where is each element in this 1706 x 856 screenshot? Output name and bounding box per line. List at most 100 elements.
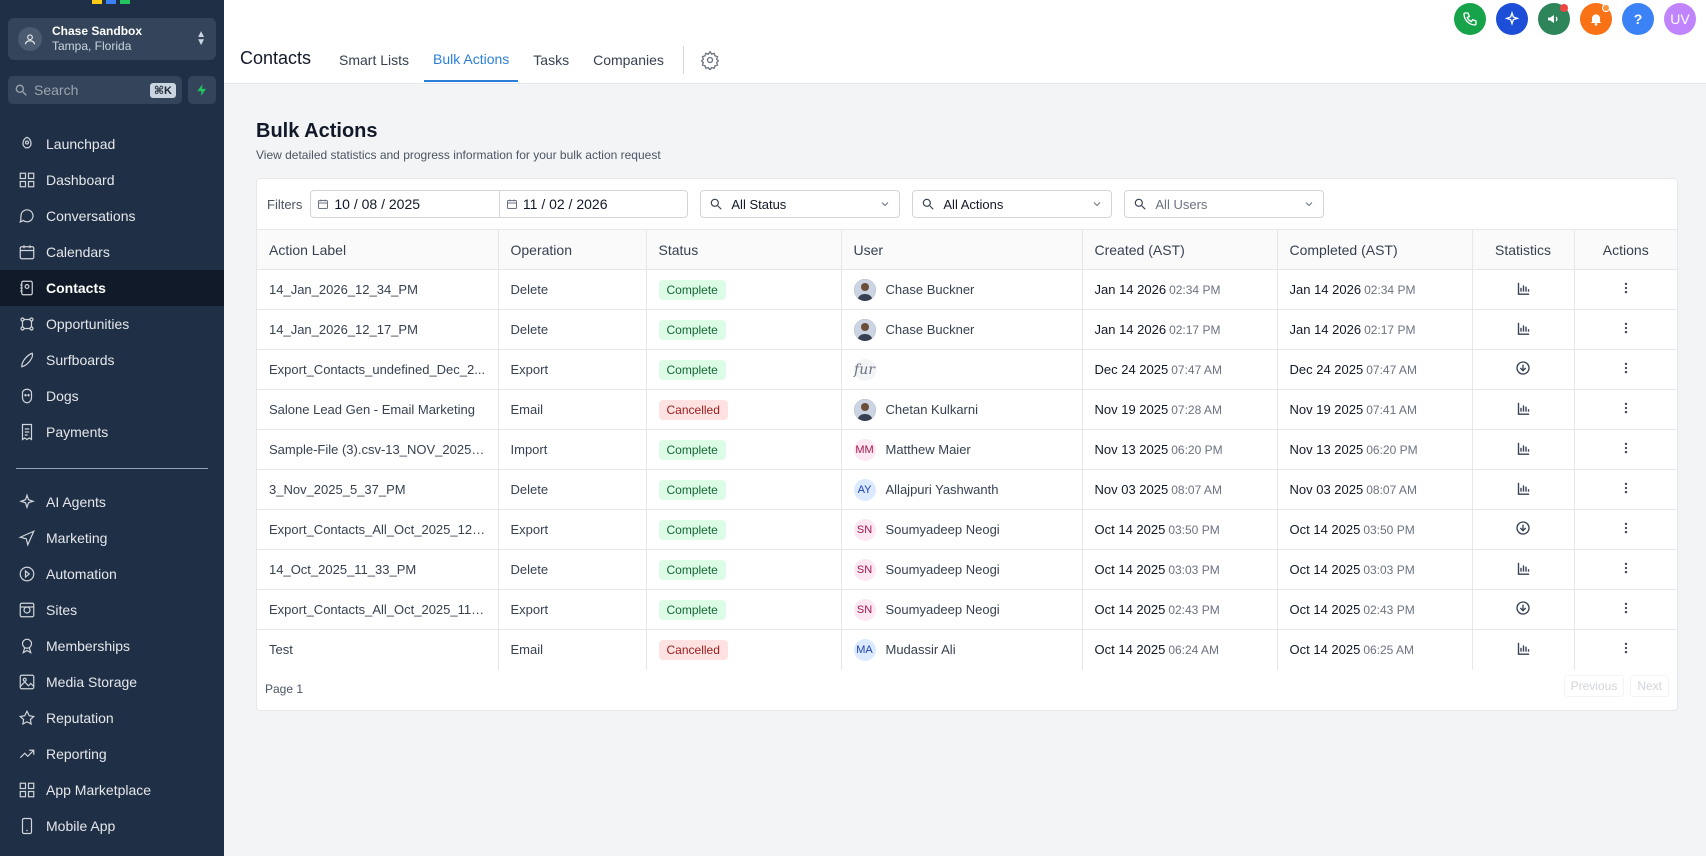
- table-row[interactable]: 14_Jan_2026_12_34_PM Delete Complete Chase …: [257, 269, 1677, 310]
- statistics-button[interactable]: [1472, 309, 1575, 350]
- sidebar-item-surfboards[interactable]: Surfboards: [0, 342, 224, 378]
- search-icon: [923, 198, 935, 210]
- row-actions-button[interactable]: [1574, 629, 1677, 670]
- status-badge: Complete: [658, 279, 726, 300]
- image-icon: [18, 673, 36, 691]
- contacts-icon: [18, 279, 36, 297]
- completed-date: Jan 14 2026: [1289, 282, 1362, 297]
- star-icon: [18, 709, 36, 727]
- sidebar-item-label: Reporting: [46, 746, 107, 762]
- row-actions-button[interactable]: [1574, 469, 1677, 510]
- sidebar-item-reputation[interactable]: Reputation: [0, 700, 224, 736]
- sidebar-item-dashboard[interactable]: Dashboard: [0, 162, 224, 198]
- table-row[interactable]: Sample-File (3).csv-13_NOV_2025_... Impor…: [257, 429, 1677, 470]
- statistics-button[interactable]: [1472, 269, 1575, 310]
- status-badge: Complete: [658, 359, 726, 380]
- completed-time: 03:50 PM: [1363, 523, 1415, 537]
- sidebar-item-sites[interactable]: Sites: [0, 592, 224, 628]
- table-row[interactable]: Salone Lead Gen - Email Marketing Email Ca…: [257, 389, 1677, 430]
- funnel-icon: [18, 315, 36, 333]
- sidebar-item-opportunities[interactable]: Opportunities: [0, 306, 224, 342]
- statistics-button[interactable]: [1472, 469, 1575, 510]
- row-actions-button[interactable]: [1574, 509, 1677, 550]
- user-name: Soumyadeep Neogi: [885, 522, 1000, 537]
- sidebar-item-contacts[interactable]: Contacts: [0, 270, 224, 306]
- sidebar-item-payments[interactable]: Payments: [0, 414, 224, 450]
- previous-page-button[interactable]: Previous: [1563, 675, 1625, 697]
- sidebar-item-calendars[interactable]: Calendars: [0, 234, 224, 270]
- sidebar-search[interactable]: Search ⌘K: [8, 76, 182, 104]
- actions-filter-select[interactable]: All Actions: [912, 190, 1113, 218]
- users-filter-value: All Users: [1155, 196, 1208, 212]
- sidebar-item-launchpad[interactable]: Launchpad: [0, 126, 224, 162]
- table-row[interactable]: 14_Jan_2026_12_17_PM Delete Complete Chase …: [257, 309, 1677, 350]
- statistics-button[interactable]: [1472, 589, 1575, 630]
- sparkle-icon: [18, 493, 36, 511]
- account-switcher[interactable]: Chase Sandbox Tampa, Florida ▲ ▼: [8, 18, 216, 60]
- sidebar-item-conversations[interactable]: Conversations: [0, 198, 224, 234]
- row-actions-button[interactable]: [1574, 389, 1677, 430]
- notifications-button[interactable]: [1580, 3, 1612, 35]
- user-photo-avatar: [853, 318, 876, 341]
- row-actions-button[interactable]: [1574, 589, 1677, 630]
- sidebar-item-marketing[interactable]: Marketing: [0, 520, 224, 556]
- cell-action-label: 14_Oct_2025_11_33_PM: [257, 549, 499, 590]
- created-time: 07:28 AM: [1171, 403, 1222, 417]
- sidebar-item-automation[interactable]: Automation: [0, 556, 224, 592]
- sidebar-nav-primary: Launchpad Dashboard Conversations Calendars…: [0, 126, 224, 450]
- row-actions-button[interactable]: [1574, 269, 1677, 310]
- cell-completed: Nov 03 2025 08:07 AM: [1277, 469, 1473, 510]
- completed-date: Oct 14 2025: [1289, 602, 1361, 617]
- receipt-icon: [18, 423, 36, 441]
- more-vertical-icon: [1624, 562, 1627, 574]
- date-to-input[interactable]: 11 / 02 / 2026: [498, 191, 688, 217]
- sidebar-item-app-marketplace[interactable]: App Marketplace: [0, 772, 224, 808]
- statistics-button[interactable]: [1472, 349, 1575, 390]
- row-actions-button[interactable]: [1574, 309, 1677, 350]
- sidebar-item-reporting[interactable]: Reporting: [0, 736, 224, 772]
- settings-button[interactable]: [700, 38, 720, 82]
- date-from-input[interactable]: 10 / 08 / 2025: [311, 191, 499, 217]
- table-row[interactable]: 14_Oct_2025_11_33_PM Delete Complete SN Soum…: [257, 549, 1677, 590]
- tab-smart-lists[interactable]: Smart Lists: [339, 52, 410, 68]
- tab-companies[interactable]: Companies: [593, 52, 664, 68]
- row-actions-button[interactable]: [1574, 349, 1677, 390]
- statistics-button[interactable]: [1472, 549, 1575, 590]
- sidebar-item-media-storage[interactable]: Media Storage: [0, 664, 224, 700]
- quick-action-button[interactable]: [188, 76, 216, 104]
- table-row[interactable]: Test Email Cancelled MA Mudassir Ali Oct 14 2…: [257, 629, 1677, 670]
- statistics-button[interactable]: [1472, 629, 1575, 670]
- users-filter-select[interactable]: All Users: [1124, 190, 1325, 218]
- row-actions-button[interactable]: [1574, 429, 1677, 470]
- table-row[interactable]: Export_Contacts_All_Oct_2025_11_1... Expo…: [257, 589, 1677, 630]
- row-actions-button[interactable]: [1574, 549, 1677, 590]
- table-row[interactable]: 3_Nov_2025_5_37_PM Delete Complete AY Allajp…: [257, 469, 1677, 510]
- sidebar: Chase Sandbox Tampa, Florida ▲ ▼ Search ⌘…: [0, 0, 224, 856]
- phone-button[interactable]: [1454, 3, 1486, 35]
- status-filter-select[interactable]: All Status: [700, 190, 901, 218]
- table-row[interactable]: Export_Contacts_undefined_Dec_2... Export…: [257, 349, 1677, 390]
- user-avatar[interactable]: UV: [1664, 3, 1696, 35]
- help-button[interactable]: ?: [1622, 3, 1654, 35]
- announcements-button[interactable]: [1538, 3, 1570, 35]
- user-logo-avatar: fur: [853, 358, 876, 381]
- globe-icon: [18, 601, 36, 619]
- tab-bulk-actions[interactable]: Bulk Actions: [424, 38, 519, 82]
- cell-operation: Export: [498, 509, 647, 550]
- status-badge: Complete: [658, 599, 726, 620]
- table-row[interactable]: Export_Contacts_All_Oct_2025_12_... Expor…: [257, 509, 1677, 550]
- date-range-picker[interactable]: 10 / 08 / 2025 11 / 02 / 2026: [310, 190, 689, 218]
- sidebar-item-mobile-app[interactable]: Mobile App: [0, 808, 224, 844]
- sidebar-item-ai-agents[interactable]: AI Agents: [0, 484, 224, 520]
- statistics-button[interactable]: [1472, 429, 1575, 470]
- ai-assistant-button[interactable]: [1496, 3, 1528, 35]
- user-name: Mudassir Ali: [885, 642, 956, 658]
- sidebar-item-dogs[interactable]: Dogs: [0, 378, 224, 414]
- tab-tasks[interactable]: Tasks: [533, 52, 570, 68]
- column-header-statistics: Statistics: [1472, 229, 1575, 270]
- bar-chart-icon: [1517, 482, 1529, 495]
- next-page-button[interactable]: Next: [1630, 675, 1669, 697]
- statistics-button[interactable]: [1472, 389, 1575, 430]
- statistics-button[interactable]: [1472, 509, 1575, 550]
- sidebar-item-memberships[interactable]: Memberships: [0, 628, 224, 664]
